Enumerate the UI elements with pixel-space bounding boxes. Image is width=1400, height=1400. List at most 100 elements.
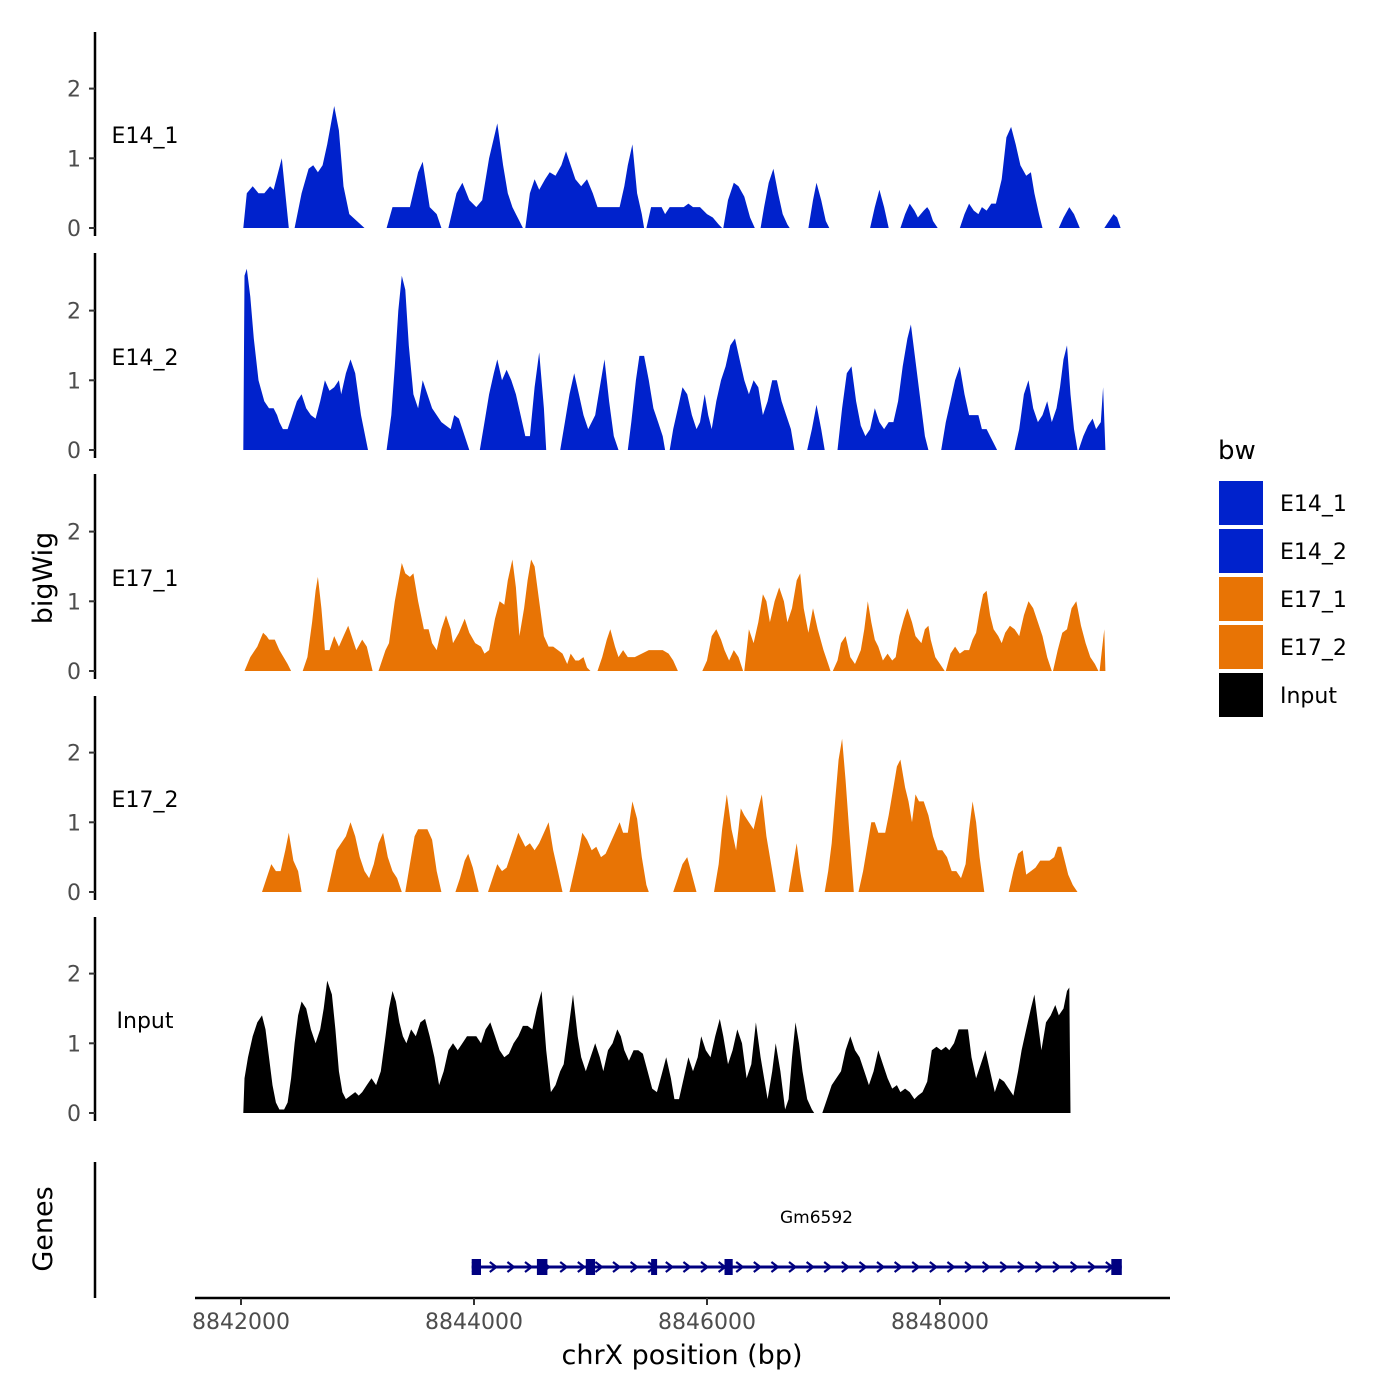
signal-area-E14_1-12 — [959, 126, 1043, 228]
signal-area-E14_1-1 — [243, 158, 289, 228]
signal-area-E17_1-5 — [702, 629, 744, 671]
gene-exon-6 — [1111, 1259, 1122, 1275]
strand-chevron-icon — [946, 1261, 956, 1273]
y-tick-label-Input-1: 1 — [67, 1032, 81, 1057]
strand-chevron-icon — [1087, 1261, 1097, 1273]
gene-exon-2 — [536, 1259, 548, 1275]
signal-area-E17_2-11 — [858, 759, 985, 892]
strand-chevron-icon — [489, 1261, 499, 1273]
strand-chevron-icon — [999, 1261, 1009, 1273]
signal-area-E14_2-1 — [243, 268, 368, 450]
legend-swatch-E17_1 — [1219, 577, 1263, 621]
signal-area-E17_1-2 — [302, 576, 377, 671]
track-E14_2: 0 1 2 E14_2 — [67, 253, 1106, 464]
y-tick-label-E14_1-2: 2 — [67, 78, 81, 103]
y-tick-label-E17_2-0: 0 — [67, 881, 81, 906]
track-label-E17_2: E17_2 — [112, 788, 179, 813]
track-label-E14_1: E14_1 — [112, 124, 179, 149]
legend: bw E14_1 E14_2 E17_1 E17_2 Input — [1218, 436, 1347, 717]
signal-area-E14_1-3 — [386, 161, 442, 228]
gene-exon-4 — [651, 1259, 658, 1275]
strand-chevron-icon — [1017, 1261, 1027, 1273]
strand-chevron-icon — [788, 1261, 798, 1273]
signal-area-Input-2 — [822, 987, 1071, 1113]
gene-exon-1 — [471, 1259, 481, 1275]
strand-chevron-icon — [964, 1261, 974, 1273]
y-tick-label-Input-2: 2 — [67, 963, 81, 988]
signal-area-E14_2-11 — [1078, 387, 1106, 450]
signal-area-E14_2-6 — [669, 338, 795, 450]
strand-chevron-icon — [858, 1261, 868, 1273]
strand-chevron-icon — [911, 1261, 921, 1273]
signal-area-E17_2-9 — [788, 843, 804, 892]
signal-area-E17_1-8 — [945, 590, 1052, 671]
signal-area-E17_1-10 — [1099, 629, 1106, 671]
signal-area-E14_2-7 — [807, 404, 825, 450]
gene-name-label: Gm6592 — [780, 1208, 853, 1228]
strand-chevron-icon — [524, 1261, 534, 1273]
signal-area-E17_2-7 — [673, 857, 697, 892]
track-label-Input: Input — [117, 1009, 174, 1034]
signal-area-E14_2-8 — [837, 324, 929, 450]
signal-area-E17_1-7 — [832, 601, 945, 671]
track-E17_2: 0 1 2 E17_2 — [67, 696, 1078, 906]
signal-area-E14_1-14 — [1104, 214, 1121, 228]
gene-track: Gm6592 — [93, 1162, 1122, 1298]
y-tick-label-E17_2-2: 2 — [67, 742, 81, 767]
strand-chevron-icon — [753, 1261, 763, 1273]
track-label-E17_1: E17_1 — [112, 567, 179, 592]
signal-area-E17_2-12 — [1008, 846, 1078, 892]
x-axis: 8842000 8844000 8846000 8848000 — [192, 1296, 1170, 1335]
legend-label-E14_2: E14_2 — [1280, 540, 1347, 565]
signal-area-E14_1-10 — [870, 189, 889, 228]
legend-swatch-E14_2 — [1219, 529, 1263, 573]
signal-area-E14_2-9 — [941, 366, 998, 450]
signal-area-E17_2-4 — [455, 853, 479, 892]
strand-chevron-icon — [665, 1261, 675, 1273]
signal-area-Input-1 — [243, 980, 815, 1113]
strand-chevron-icon — [929, 1261, 939, 1273]
strand-chevron-icon — [559, 1261, 569, 1273]
y-tick-label-E17_1-2: 2 — [67, 521, 81, 546]
x-tick-label-8842000: 8842000 — [192, 1310, 290, 1335]
strand-chevron-icon — [805, 1261, 815, 1273]
strand-chevron-icon — [1052, 1261, 1062, 1273]
signal-area-E14_2-5 — [627, 355, 666, 450]
y-tick-label-E14_2-0: 0 — [67, 439, 81, 464]
strand-chevron-icon — [876, 1261, 886, 1273]
signal-area-E17_1-9 — [1053, 601, 1099, 671]
y-tick-label-E14_2-1: 1 — [67, 369, 81, 394]
gene-track-title: Genes — [28, 1186, 59, 1271]
track-panels: 0 1 2 E14_1 0 1 2 E14_2 0 1 2 E17_1 0 1 2 E17_2 0 1 2 Input — [67, 32, 1121, 1127]
x-axis-title: chrX position (bp) — [561, 1340, 802, 1371]
legend-title: bw — [1218, 436, 1256, 466]
strand-chevron-icon — [735, 1261, 745, 1273]
strand-chevron-icon — [841, 1261, 851, 1273]
signal-area-E17_1-4 — [597, 629, 678, 671]
signal-area-E17_2-5 — [488, 822, 563, 892]
signal-area-E17_1-1 — [244, 632, 292, 671]
strand-chevron-icon — [1069, 1261, 1079, 1273]
legend-label-E14_1: E14_1 — [1280, 492, 1347, 517]
signal-area-E14_2-10 — [1014, 345, 1078, 450]
strand-chevron-icon — [612, 1261, 622, 1273]
signal-area-E14_2-4 — [560, 359, 619, 450]
y-axis-title: bigWig — [28, 532, 59, 625]
signal-area-E17_1-3 — [378, 559, 591, 671]
strand-chevron-icon — [629, 1261, 639, 1273]
signal-area-E17_2-10 — [824, 738, 854, 892]
signal-area-E17_1-6 — [744, 573, 831, 671]
track-label-E14_2: E14_2 — [112, 346, 179, 371]
signal-area-E14_1-7 — [723, 182, 755, 228]
y-tick-label-E17_1-0: 0 — [67, 660, 81, 685]
y-tick-label-E17_2-1: 1 — [67, 811, 81, 836]
strand-chevron-icon — [577, 1261, 587, 1273]
signal-area-E17_2-3 — [405, 829, 442, 892]
x-tick-label-8846000: 8846000 — [658, 1310, 756, 1335]
signal-area-E17_2-8 — [714, 794, 776, 892]
y-tick-label-E14_1-0: 0 — [67, 217, 81, 242]
strand-chevron-icon — [893, 1261, 903, 1273]
signal-area-E14_1-5 — [525, 144, 645, 228]
track-Input: 0 1 2 Input — [67, 917, 1071, 1127]
